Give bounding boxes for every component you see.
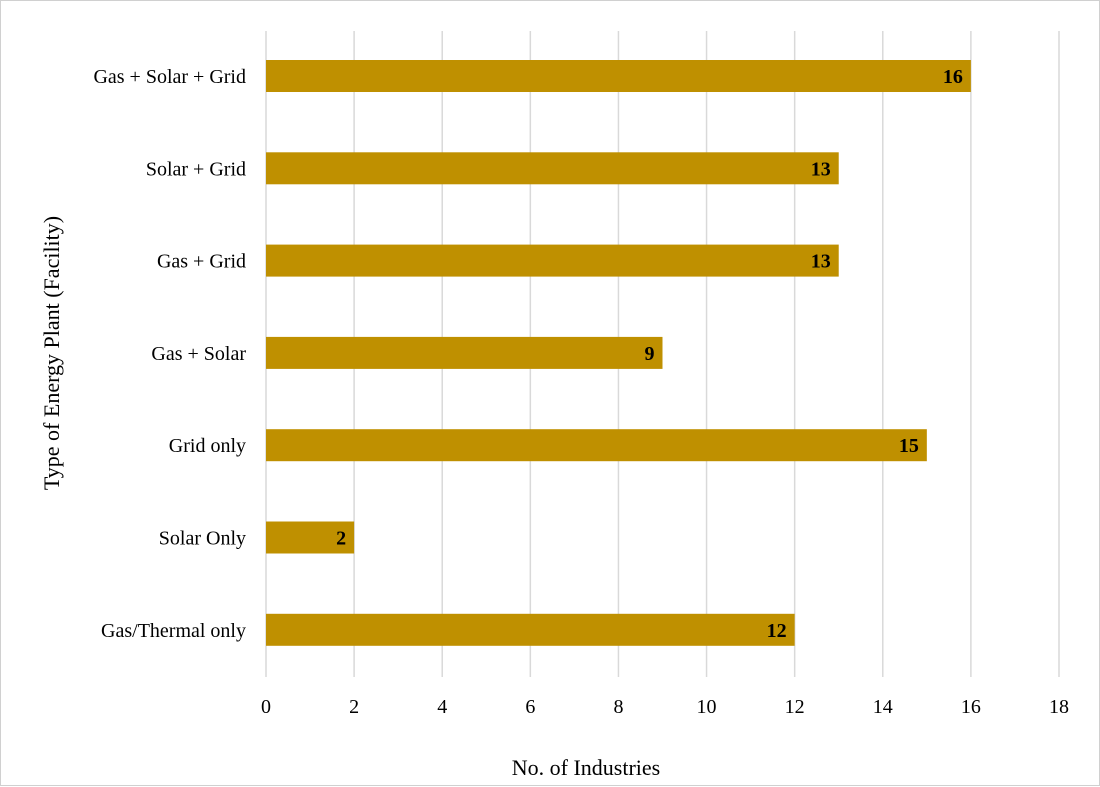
x-tick-label: 14: [873, 696, 893, 718]
bar: [266, 521, 355, 554]
x-tick-label: 2: [349, 696, 359, 718]
data-label: 16: [943, 66, 963, 88]
bar: [266, 429, 927, 462]
category-label: Gas + Solar + Grid: [93, 66, 246, 88]
data-label: 15: [899, 435, 919, 457]
x-tick-label: 18: [1049, 696, 1069, 718]
x-tick-label: 6: [525, 696, 535, 718]
x-tick-label: 16: [961, 696, 981, 718]
x-tick-label: 10: [697, 696, 717, 718]
category-label: Gas + Solar: [151, 343, 246, 365]
bar: [266, 244, 839, 277]
category-label: Solar + Grid: [146, 158, 246, 180]
category-labels: Gas + Solar + Grid Solar + Grid Gas + Grid…: [93, 66, 246, 642]
x-tick-label: 8: [613, 696, 623, 718]
x-axis-title: No. of Industries: [512, 755, 660, 780]
category-label: Grid only: [169, 435, 246, 457]
category-label: Gas/Thermal only: [101, 620, 246, 642]
bar: [266, 336, 663, 369]
bar: [266, 613, 795, 646]
data-label: 12: [767, 620, 787, 642]
x-tick-label: 0: [261, 696, 271, 718]
bars: [266, 60, 971, 646]
bar: [266, 152, 839, 185]
bar: [266, 60, 971, 92]
category-label: Gas + Grid: [157, 251, 246, 273]
x-tick-labels: 0 2 4 6 8 10 12 14 16 18: [261, 696, 1069, 718]
data-label: 13: [811, 251, 831, 273]
category-label: Solar Only: [159, 528, 246, 550]
x-tick-label: 4: [437, 696, 447, 718]
data-label: 13: [811, 158, 831, 180]
x-tick-label: 12: [785, 696, 805, 718]
y-axis-title: Type of Energy Plant (Facility): [39, 216, 64, 490]
data-labels: 16 13 13 9 15 2 12: [336, 66, 963, 642]
data-label: 9: [645, 343, 655, 365]
data-label: 2: [336, 528, 346, 550]
